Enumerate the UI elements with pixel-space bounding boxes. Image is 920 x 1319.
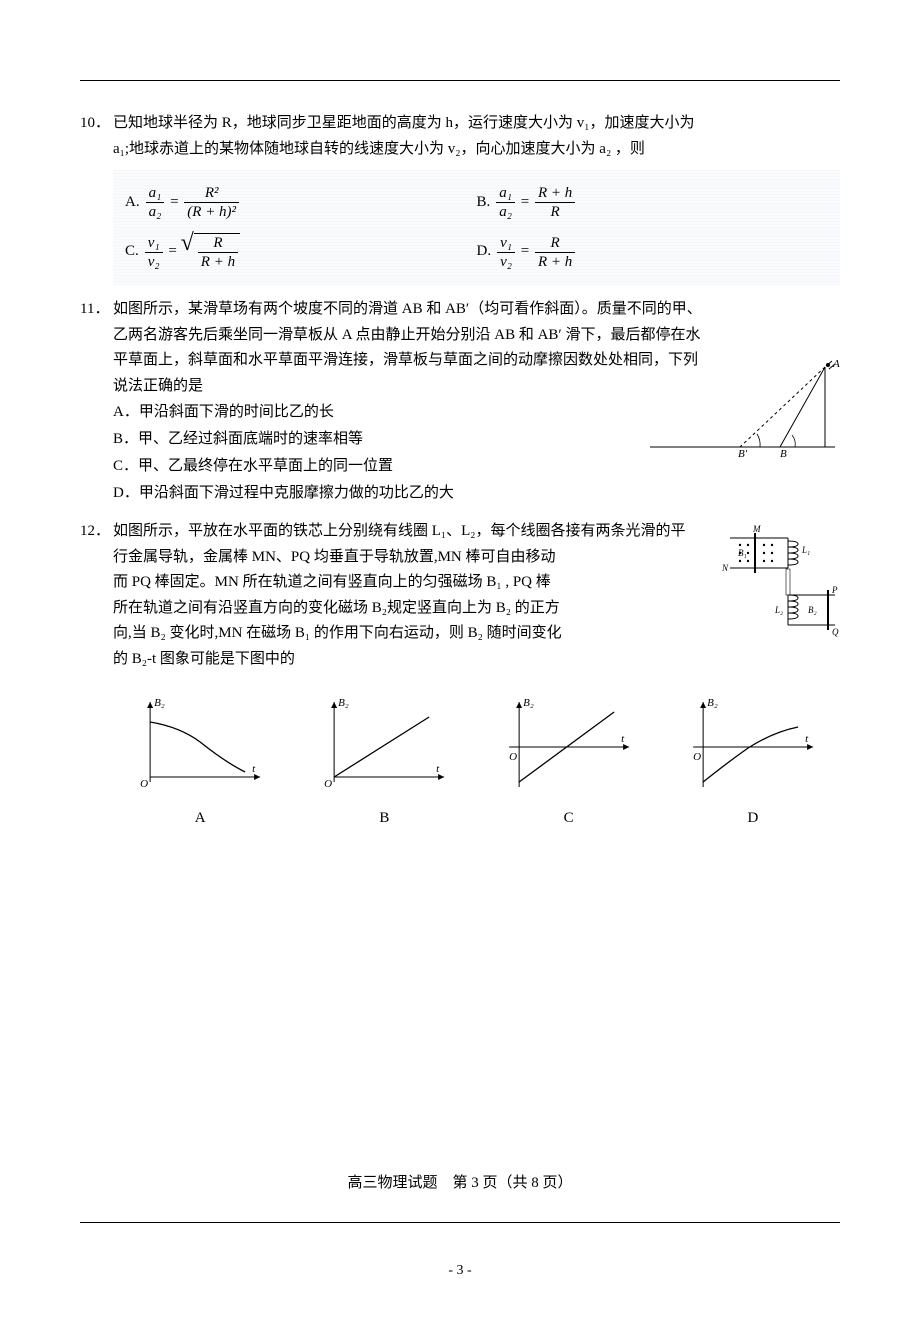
q10-opt-C: C. v₁v₂ = √RR + h — [125, 227, 477, 277]
axis-O: O — [509, 751, 517, 763]
frac-num: v₁ — [497, 234, 515, 253]
q10-opt-A-label: A. — [125, 190, 140, 216]
graph-B: B₂ t O B — [297, 692, 471, 831]
axis-y: B₂ — [338, 697, 349, 709]
graph-B-svg: B₂ t O — [297, 692, 471, 792]
fig-N: N — [721, 563, 729, 573]
fig-P: P — [831, 585, 838, 595]
top-rule — [80, 80, 840, 81]
graph-C-label: C — [482, 806, 656, 832]
frac-num: v₁ — [145, 234, 163, 253]
frac-num: R — [198, 234, 238, 253]
axis-x: t — [252, 763, 256, 775]
question-12: 12．如图所示，平放在水平面的铁芯上分别绕有线圈 L₁、L₂，每个线圈各接有两条… — [80, 519, 840, 831]
q11-number: 11． — [80, 297, 113, 323]
equals: = — [517, 239, 533, 265]
q11-line2: 乙两名游客先后乘坐同一滑草板从 A 点由静止开始分别沿 AB 和 AB′ 滑下，… — [80, 323, 840, 349]
fig-L1: L₁ — [801, 545, 810, 555]
graph-D-label: D — [666, 806, 840, 832]
frac-den: R + h — [198, 253, 238, 271]
fraction: a₁a₂ — [146, 184, 165, 221]
axis-y: B₂ — [707, 697, 718, 709]
fraction: a₁a₂ — [496, 184, 515, 221]
axis-x: t — [621, 733, 625, 745]
fig-M: M — [752, 524, 761, 534]
fig-label-A: A — [832, 358, 840, 370]
graph-A-svg: B₂ t O — [113, 692, 287, 792]
sqrt-body: RR + h — [194, 233, 240, 271]
axis-O: O — [324, 778, 332, 790]
question-10: 10．已知地球半径为 R，地球同步卫星距地面的高度为 h，运行速度大小为 v₁，… — [80, 111, 840, 285]
q10-number: 10． — [80, 111, 113, 137]
fig-Q: Q — [832, 627, 839, 637]
fig-B1: B₁ — [738, 548, 747, 558]
axis-x: t — [436, 763, 440, 775]
page-number: - 3 - — [80, 1263, 840, 1279]
graph-A: B₂ t O A — [113, 692, 287, 831]
axis-y: B₂ — [154, 697, 165, 709]
question-11: 11．如图所示，某滑草场有两个坡度不同的滑道 AB 和 AB′（均可看作斜面）。… — [80, 297, 840, 507]
fig-L2: L₂ — [774, 605, 783, 615]
axis-O: O — [140, 778, 148, 790]
frac-den: R — [535, 203, 575, 221]
sqrt-sign: √ — [181, 233, 194, 271]
fraction: v₁v₂ — [497, 234, 515, 271]
axis-x: t — [805, 733, 809, 745]
fraction: R²(R + h)² — [184, 184, 239, 221]
page: 10．已知地球半径为 R，地球同步卫星距地面的高度为 h，运行速度大小为 v₁，… — [0, 0, 920, 1319]
graph-D-svg: B₂ t O — [666, 692, 840, 792]
q12-number: 12． — [80, 519, 113, 545]
q11-body: 11．如图所示，某滑草场有两个坡度不同的滑道 AB 和 AB′（均可看作斜面）。… — [80, 297, 840, 323]
frac-den: a₂ — [146, 203, 165, 221]
q10-line1: 已知地球半径为 R，地球同步卫星距地面的高度为 h，运行速度大小为 v₁，加速度… — [113, 115, 695, 131]
q12-figure: M N B₁ L₁ L₂ B₂ P Q — [720, 523, 840, 643]
q12-line6: 的 B₂-t 图象可能是下图中的 — [80, 647, 840, 673]
graph-A-label: A — [113, 806, 287, 832]
fraction: v₁v₂ — [145, 234, 163, 271]
fig-B2: B₂ — [808, 605, 817, 615]
q10-line2: a₁;地球赤道上的某物体随地球自转的线速度大小为 v₂，向心加速度大小为 a₂ … — [80, 137, 840, 163]
q10-body: 10．已知地球半径为 R，地球同步卫星距地面的高度为 h，运行速度大小为 v₁，… — [80, 111, 840, 137]
q12-line1: 如图所示，平放在水平面的铁芯上分别绕有线圈 L₁、L₂，每个线圈各接有两条光滑的… — [113, 523, 686, 539]
bottom-rule — [80, 1222, 840, 1223]
axis-y: B₂ — [523, 697, 534, 709]
frac-num: R² — [184, 184, 239, 203]
q10-opt-B: B. a₁a₂ = R + hR — [477, 178, 829, 227]
q11-choice-D: D．甲沿斜面下滑过程中克服摩擦力做的功比乙的大 — [113, 480, 840, 507]
frac-den: R + h — [535, 253, 575, 271]
frac-num: R + h — [535, 184, 575, 203]
frac-den: v₂ — [497, 253, 515, 271]
q11-choice-C: C．甲、乙最终停在水平草面上的同一位置 — [113, 453, 840, 480]
frac-den: a₂ — [496, 203, 515, 221]
q10-options: A. a₁a₂ = R²(R + h)² B. a₁a₂ = R + hR C.… — [113, 170, 840, 285]
q11-figure: A B′ B — [640, 357, 840, 457]
q10-opt-C-label: C. — [125, 239, 139, 265]
fraction: R + hR — [535, 184, 575, 221]
graph-B-label: B — [297, 806, 471, 832]
graph-D: B₂ t O D — [666, 692, 840, 831]
graph-C: B₂ t O C — [482, 692, 656, 831]
equals: = — [166, 190, 182, 216]
fig-label-B: B — [780, 448, 787, 457]
axis-O: O — [693, 751, 701, 763]
q12-graphs: B₂ t O A B₂ t O B — [113, 692, 840, 831]
equals: = — [165, 239, 181, 265]
frac-num: a₁ — [146, 184, 165, 203]
equals: = — [517, 190, 533, 216]
q10-opt-B-label: B. — [477, 190, 491, 216]
q10-opt-D-label: D. — [477, 239, 492, 265]
graph-C-svg: B₂ t O — [482, 692, 656, 792]
frac-den: v₂ — [145, 253, 163, 271]
page-footer: 高三物理试题 第 3 页（共 8 页） — [80, 1171, 840, 1192]
frac-den: (R + h)² — [184, 203, 239, 221]
frac-num: R — [535, 234, 575, 253]
q10-opt-A: A. a₁a₂ = R²(R + h)² — [125, 178, 477, 227]
q10-opt-D: D. v₁v₂ = RR + h — [477, 227, 829, 277]
fig-label-Bp: B′ — [738, 448, 748, 457]
q11-line1: 如图所示，某滑草场有两个坡度不同的滑道 AB 和 AB′（均可看作斜面）。质量不… — [113, 301, 702, 317]
frac-num: a₁ — [496, 184, 515, 203]
sqrt: √RR + h — [181, 233, 240, 271]
fraction: RR + h — [535, 234, 575, 271]
